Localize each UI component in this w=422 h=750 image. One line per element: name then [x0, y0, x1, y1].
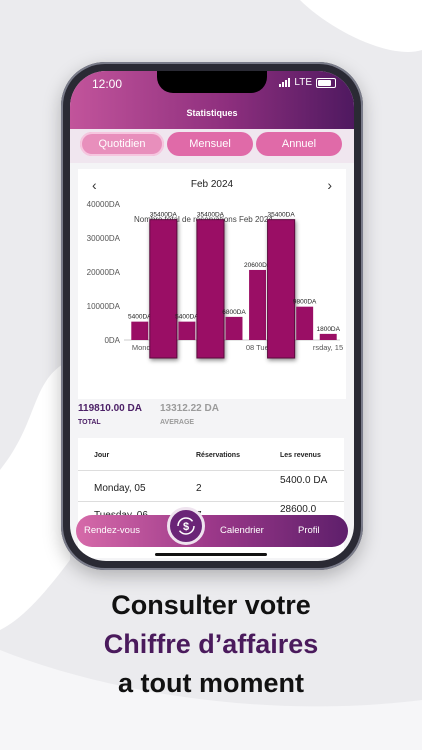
x-tick-label: rsday, 15: [313, 343, 343, 352]
dollar-refresh-icon: $: [177, 517, 195, 535]
bar-value-label: 20600DA: [244, 262, 272, 269]
svg-text:$: $: [183, 521, 189, 533]
average-value: 13312.22 DA: [160, 403, 219, 414]
y-tick-label: 0DA: [104, 336, 120, 345]
average-label: AVERAGE: [160, 419, 195, 426]
nav-profil[interactable]: Profil: [298, 525, 320, 536]
y-tick-label: 40000DA: [87, 200, 121, 209]
bar-value-label: 35400DA: [150, 212, 178, 219]
battery-icon: [316, 77, 336, 88]
summary-block: 119810.00 DA TOTAL 13312.22 DA AVERAGE: [78, 401, 346, 441]
chart-bar[interactable]: [296, 306, 314, 340]
chart-bar[interactable]: [225, 316, 243, 340]
status-indicators: LTE: [279, 77, 336, 88]
nav-calendrier[interactable]: Calendrier: [220, 525, 264, 536]
chart-bar[interactable]: [267, 219, 296, 359]
bar-value-label: 9800DA: [293, 299, 317, 306]
tab-annuel[interactable]: Annuel: [256, 132, 342, 156]
chart-bar[interactable]: [149, 219, 178, 359]
tab-quotidien[interactable]: Quotidien: [80, 132, 164, 156]
x-tick-label: Monday,: [132, 343, 160, 352]
bar-value-label: 35400DA: [197, 212, 225, 219]
home-indicator: [155, 553, 267, 556]
bar-value-label: 6800DA: [222, 309, 246, 316]
x-tick-label: 08 Tuesday,: [246, 343, 286, 352]
y-tick-label: 20000DA: [87, 268, 121, 277]
headline-line-2: Chiffre d’affaires: [103, 629, 319, 659]
bottom-navigation: Rendez-vous $ Calendrier Profil: [76, 507, 348, 547]
table-divider: [78, 470, 344, 471]
period-tabs: Quotidien Mensuel Annuel: [70, 129, 354, 163]
phone-screen: 12:00 LTE Statistiques Quotidien Mensuel…: [70, 71, 354, 561]
chart-bar[interactable]: [196, 219, 225, 359]
headline-line-1: Consulter votre: [111, 590, 311, 620]
chart-bar[interactable]: [131, 321, 149, 340]
app-header: 12:00 LTE Statistiques: [70, 71, 354, 129]
headline-line-3: a tout moment: [118, 668, 304, 698]
bar-value-label: 1800DA: [316, 326, 340, 333]
phone-notch: [157, 71, 267, 93]
tab-mensuel[interactable]: Mensuel: [167, 132, 253, 156]
bar-value-label: 35400DA: [268, 212, 296, 219]
month-label: Feb 2024: [190, 179, 234, 190]
table-cell-day: Monday, 05: [94, 483, 146, 494]
total-label: TOTAL: [78, 419, 101, 426]
prev-month-button[interactable]: ‹: [92, 177, 97, 193]
signal-icon: [279, 78, 291, 87]
chart-bar[interactable]: [178, 321, 196, 340]
table-cell-reservations: 2: [196, 483, 202, 494]
status-time: 12:00: [92, 77, 123, 91]
y-tick-label: 30000DA: [87, 234, 121, 243]
network-label: LTE: [294, 77, 312, 88]
next-month-button[interactable]: ›: [327, 177, 332, 193]
y-tick-label: 10000DA: [87, 302, 121, 311]
bar-value-label: 5400DA: [128, 314, 152, 321]
column-header-reservations: Réservations: [196, 452, 240, 459]
table-cell-revenue: 5400.0 DA: [280, 475, 328, 486]
chart-card: ‹ Feb 2024 › Nombre total de réservation…: [78, 169, 346, 399]
column-header-revenus: Les revenus: [280, 452, 321, 459]
total-value: 119810.00 DA: [78, 403, 142, 414]
page-title: Statistiques: [186, 108, 238, 118]
table-divider: [78, 501, 344, 502]
bar-value-label: 5400DA: [175, 314, 199, 321]
nav-rendez-vous[interactable]: Rendez-vous: [84, 525, 140, 536]
chart-bar[interactable]: [249, 269, 267, 340]
column-header-jour: Jour: [94, 452, 110, 459]
table-cell-revenue: 28600.0: [280, 504, 317, 515]
chart-bar[interactable]: [319, 333, 337, 340]
revenue-nav-button[interactable]: $: [167, 507, 205, 545]
